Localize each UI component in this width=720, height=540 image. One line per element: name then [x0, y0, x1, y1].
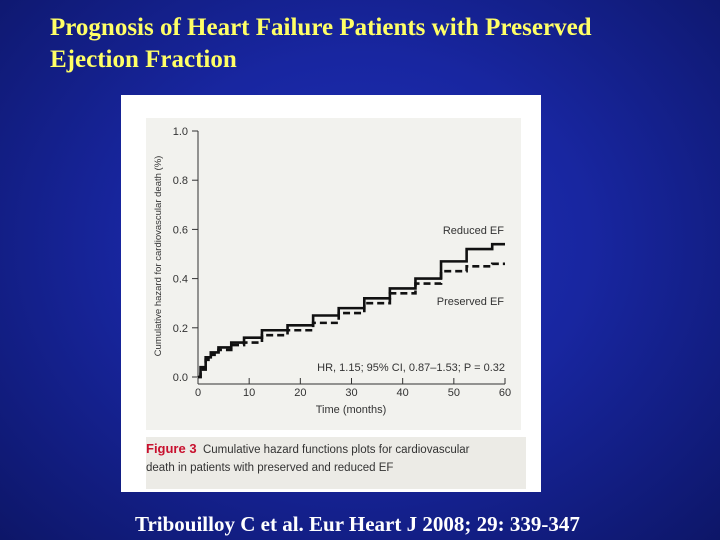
legend-preserved-ef: Preserved EF [437, 296, 505, 308]
citation: Tribouilloy C et al. Eur Heart J 2008; 2… [135, 512, 580, 536]
x-tick-label: 30 [345, 387, 357, 399]
figure-label: Figure 3 [146, 441, 197, 456]
slide-title-line-2: Ejection Fraction [50, 46, 237, 73]
y-tick-label: 0.0 [173, 372, 188, 384]
x-tick-label: 0 [195, 387, 201, 399]
y-tick-label: 0.4 [173, 274, 188, 286]
x-axis-label: Time (months) [316, 404, 387, 416]
hr-annotation: HR, 1.15; 95% CI, 0.87–1.53; P = 0.32 [317, 362, 505, 374]
x-tick-label: 10 [243, 387, 255, 399]
slide-title: Prognosis of Heart Failure Patients with… [50, 12, 690, 76]
y-tick-label: 0.8 [173, 175, 188, 187]
y-tick-label: 1.0 [173, 126, 188, 138]
legend-reduced-ef: Reduced EF [443, 225, 504, 237]
x-tick-label: 50 [448, 387, 460, 399]
x-tick-label: 20 [294, 387, 306, 399]
caption-box [146, 437, 526, 489]
plot-background [146, 118, 521, 430]
y-axis-label: Cumulative hazard for cardiovascular dea… [153, 156, 164, 357]
caption-line-2: death in patients with preserved and red… [146, 462, 394, 474]
preserved-ef-curve [198, 262, 505, 379]
caption-line-1: Cumulative hazard functions plots for ca… [202, 444, 470, 456]
x-tick-label: 60 [499, 387, 511, 399]
figure-caption: Figure 3 Cumulative hazard functions plo… [146, 440, 526, 477]
x-tick-label: 40 [397, 387, 409, 399]
slide-title-line-1: Prognosis of Heart Failure Patients with… [50, 14, 592, 41]
y-tick-label: 0.6 [173, 224, 188, 236]
y-tick-label: 0.2 [173, 323, 188, 335]
